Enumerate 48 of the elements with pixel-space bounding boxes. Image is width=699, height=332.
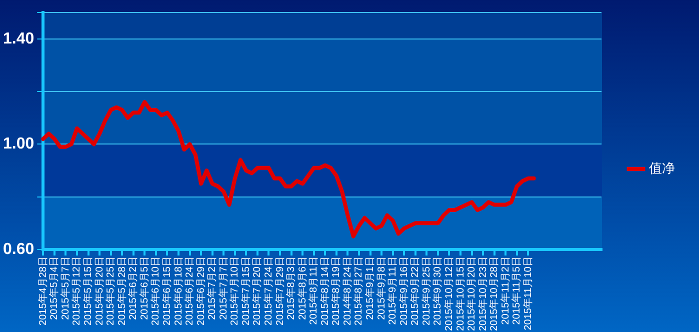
x-tick-label: 2015年7月24日 [262,256,274,326]
y-tick-label: 0.60 [3,240,34,258]
x-tick-label: 2015年11月10日 [522,256,534,330]
x-tick-label: 2015年11月5日 [510,256,523,325]
x-tick-label: 2015年7月7日 [217,256,230,320]
x-tick-label: 2015年9月16日 [398,256,410,326]
x-tick-label: 2015年7月15日 [240,256,252,326]
x-tick-label: 2015年7月20日 [251,256,264,326]
legend-label: 值净 [649,160,675,176]
x-tick-label: 2015年8月14日 [318,256,331,326]
x-tick-label: 2015年11月2日 [499,256,512,325]
x-tick-label: 2015年6月18日 [172,256,184,326]
x-tick-label: 2015年5月20日 [93,256,106,326]
x-tick-label: 2015年8月6日 [296,256,308,320]
y-tick-label: 1.00 [3,136,34,153]
x-tick-label: 2015年10月20日 [466,256,478,332]
x-tick-label: 2015年6月5日 [138,256,150,320]
x-tick-label: 2015年7月29日 [274,256,286,326]
x-tick-label: 2015年10月12日 [442,256,455,332]
x-tick-label: 2015年8月3日 [285,256,298,320]
x-tick-label: 2015年9月25日 [420,256,432,326]
x-tick-label: 2015年5月4日 [48,256,60,320]
x-tick-label: 2015年9月30日 [432,256,444,326]
x-tick-label: 2015年6月10日 [150,256,162,326]
x-tick-label: 2015年7月10日 [228,256,241,326]
y-tick-label: 1.40 [3,30,34,48]
x-tick-label: 2015年9月22日 [409,256,422,326]
x-tick-label: 2015年9月8日 [375,256,388,320]
x-tick-label: 2015年6月29日 [194,256,207,326]
x-tick-label: 2015年5月12日 [70,256,83,326]
x-tick-label: 2015年8月19日 [330,256,342,326]
x-tick-label: 2015年6月15日 [160,256,173,326]
x-tick-label: 2015年8月11日 [308,256,320,325]
x-tick-label: 2015年5月28日 [116,256,128,326]
x-tick-label: 2015年9月1日 [364,256,376,320]
x-tick-label: 2015年4月28日 [36,256,49,326]
x-tick-label: 2015年8月27日 [352,256,365,326]
x-tick-label: 2015年9月11日 [386,256,399,325]
x-tick-label: 2015年10月15日 [454,256,466,332]
x-tick-label: 2015年6月2日 [127,256,140,320]
x-tick-label: 2015年5月15日 [82,256,94,326]
x-tick-label: 2015年10月23日 [476,256,489,332]
x-tick-label: 2015年10月28日 [488,256,500,332]
x-tick-label: 2015年5月7日 [59,256,72,320]
x-tick-label: 2015年6月24日 [184,256,196,326]
x-tick-label: 2014年8月24日 [341,256,354,326]
x-tick-label: 2015年7月2日 [206,256,218,320]
x-tick-label: 2015年5月25日 [104,256,117,326]
